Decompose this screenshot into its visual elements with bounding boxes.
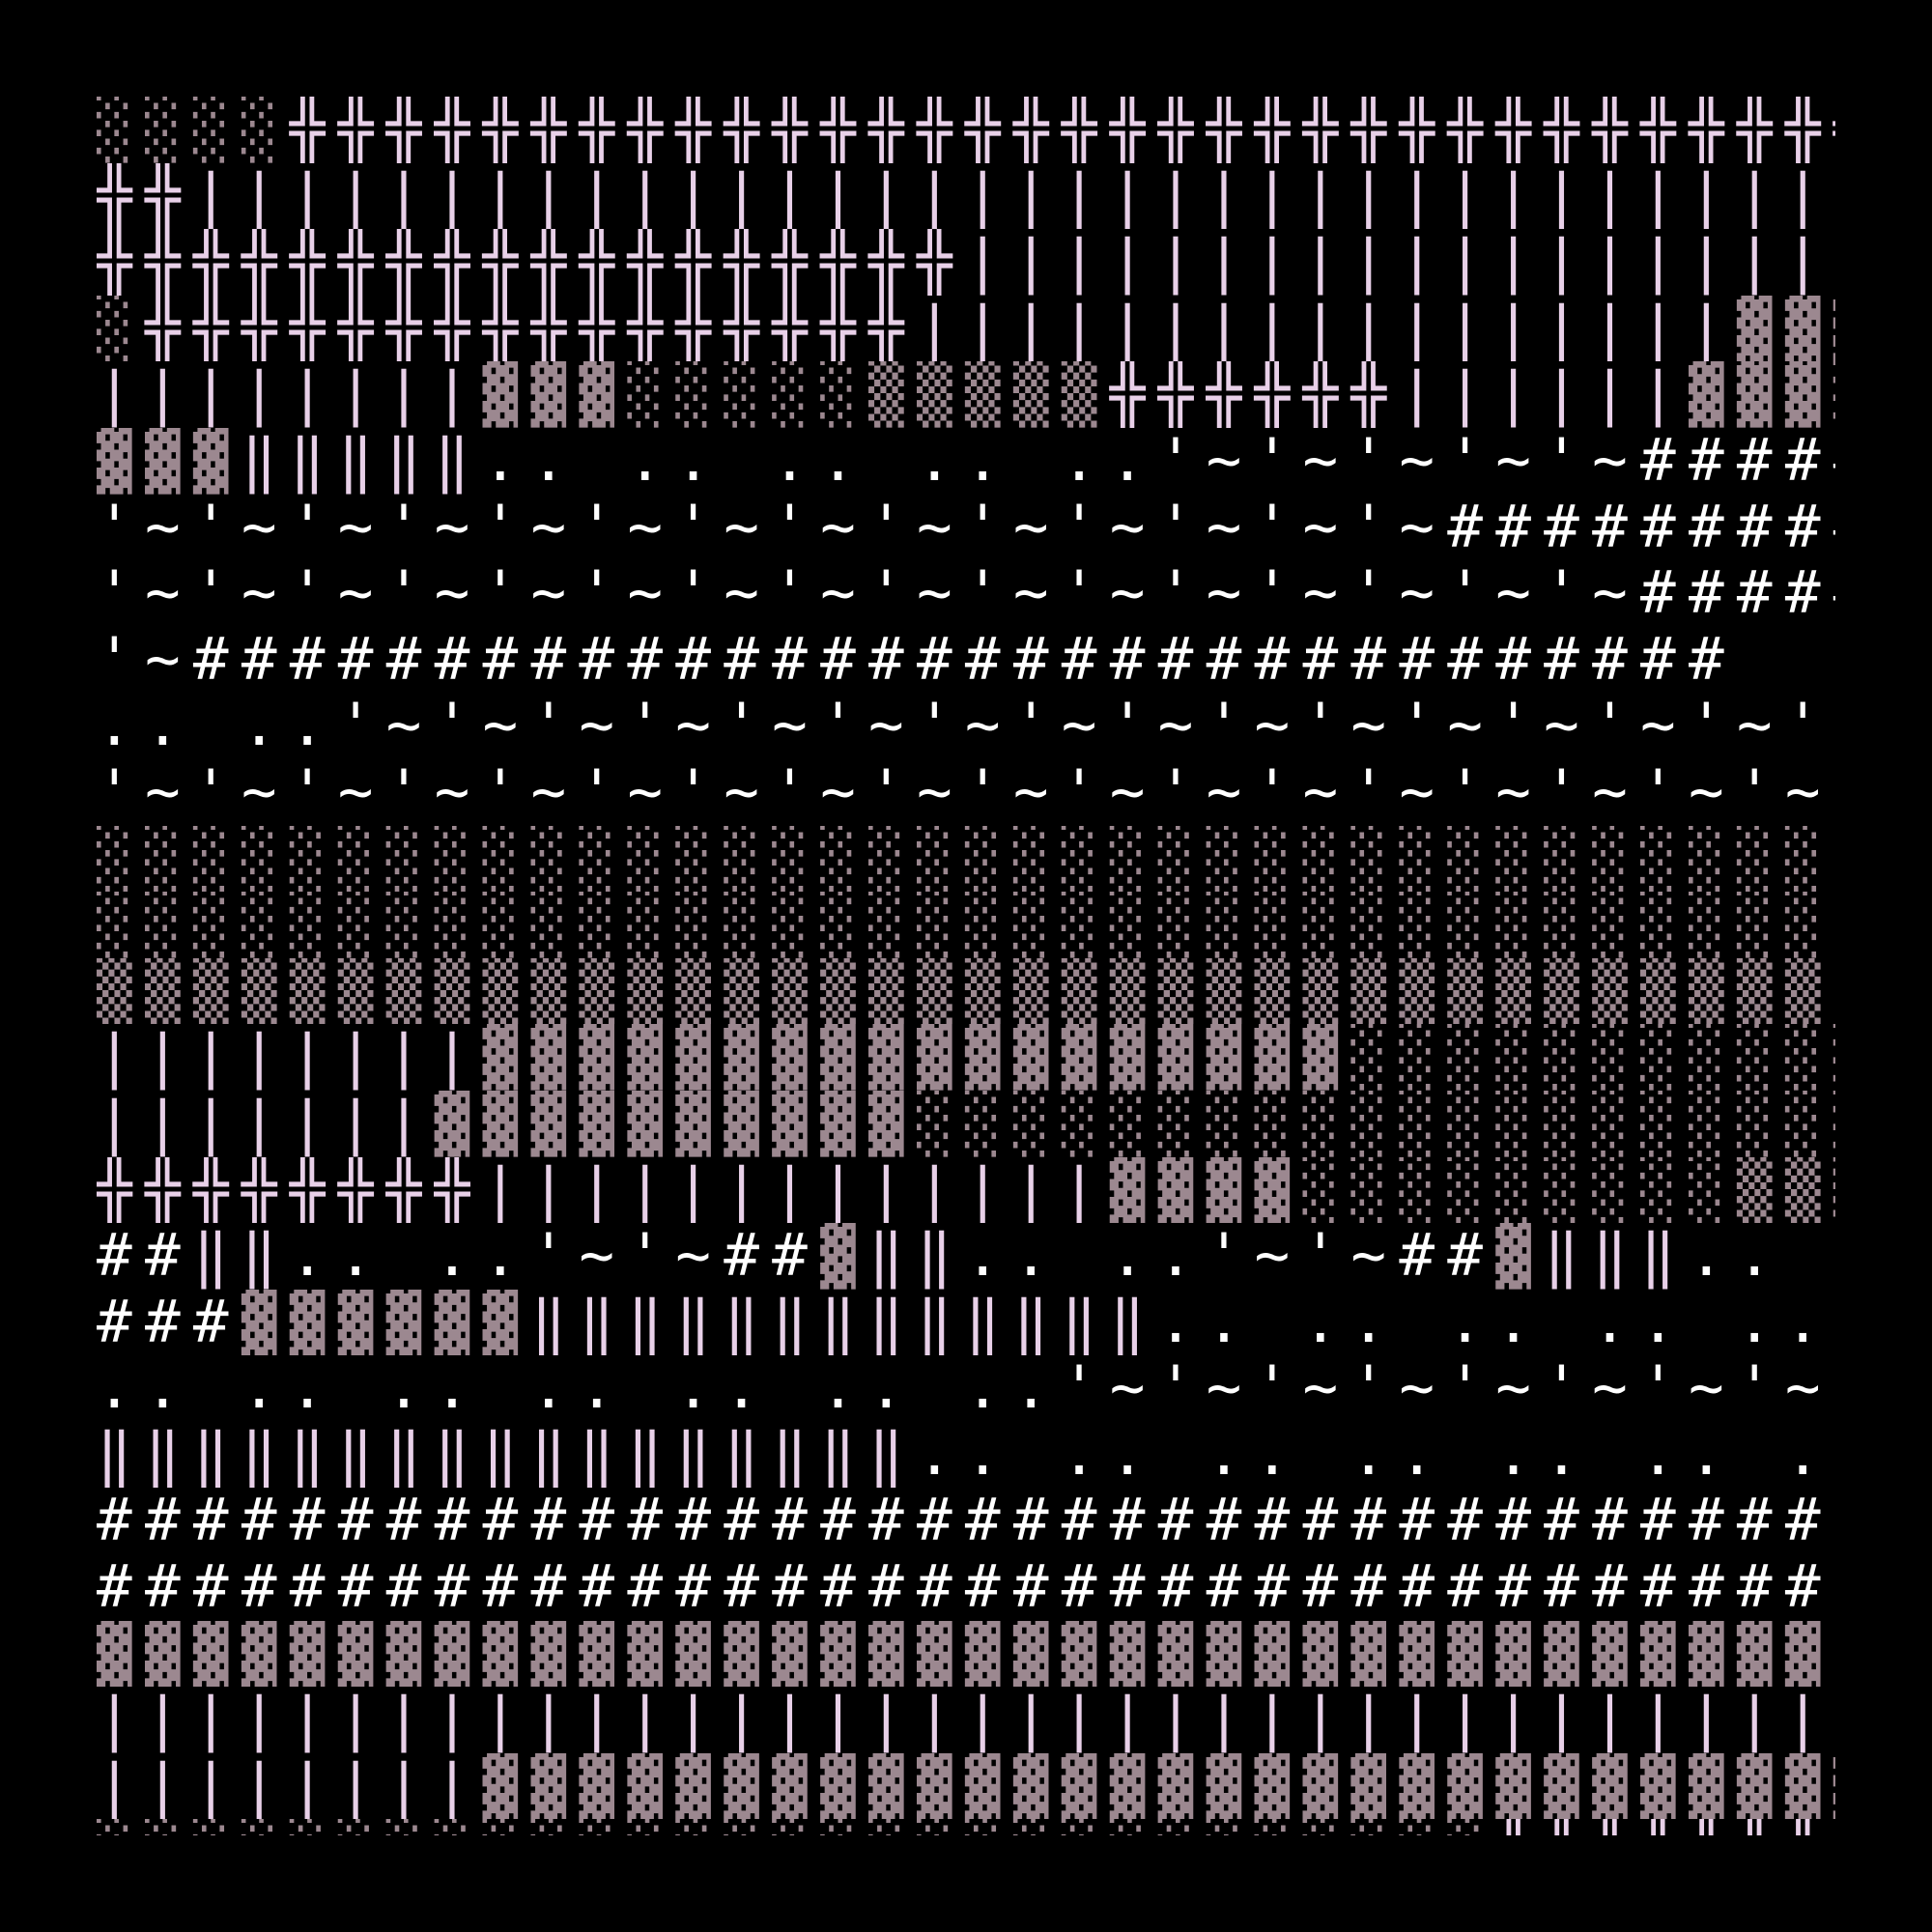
art-row: .. ..'~'~'~'~'~'~'~'~'~'~'~'~'~'~'~'~'~'… xyxy=(97,693,1835,759)
art-row: #################################### xyxy=(97,1554,1833,1621)
art-row: ░░░░░░░░░░░░░░░░░░░░░░░░░░░░░░░░░░░░ xyxy=(97,825,1833,893)
art-row: ||||||||▓▓▓▓▓▓▓▓▓▓▓▓▓▓▓▓▓▓▓▓▓▓▓▓▓▓▓▓▓▓ xyxy=(97,1752,1835,1820)
art-row: ╬╬╬╬╬╬╬╬╬╬╬╬╬╬╬╬╬╬||||||||||||||||||| xyxy=(97,229,1835,296)
art-row: ▒▒▒▒▒▒▒▒▒▒▒▒▒▒▒▒▒▒▒▒▒▒▒▒▒▒▒▒▒▒▒▒▒▒▒▒ xyxy=(97,957,1833,1025)
art-row: ||||||||▓▓▓▓▓▓▓▓▓▓▓▓▓▓▓▓▓▓░░░░░░░░░░░░ xyxy=(97,1024,1835,1091)
art-row: ##‖‖.. ..'~'~##▓‖‖.. ..'~'~##▓‖‖‖.. ..'~… xyxy=(97,1223,1835,1290)
art-row: |||||||▓▓▓▓▓▓▓▓▓▓░░░░░░░░░░░░░░░░░░░░ xyxy=(97,1090,1835,1157)
art-row: #################################### xyxy=(97,1488,1833,1555)
art-row: ||||||||||||||||||||||||||||||||||||||||… xyxy=(97,1687,1835,1753)
art-row: '~################################ xyxy=(97,626,1737,694)
art-row: ‖‖‖‖‖‖‖‖‖‖‖‖‖‖‖‖‖.. .. .. .. .. .. .. ..… xyxy=(97,1421,1835,1489)
ascii-art-block: ░░░░╬╬╬╬╬╬╬╬╬╬╬╬╬╬╬╬╬╬╬╬╬╬╬╬╬╬╬╬╬╬╬╬╬╬╬|… xyxy=(97,97,1835,1835)
art-row: ╬╬||||||||||||||||||||||||||||||||||| xyxy=(97,162,1835,230)
art-row: ###▓▓▓▓▓▓‖‖‖‖‖‖‖‖‖‖‖‖‖.. .. .. .. .. .. … xyxy=(97,1289,1833,1356)
art-row: ░░░░╬╬╬╬╬╬╬╬╬╬╬╬╬╬╬╬╬╬╬╬╬╬╬╬╬╬╬╬╬╬╬╬╬ xyxy=(97,97,1835,163)
art-row: ╬╬╬╬╬╬╬╬|||||||||||||▓▓▓▓░░░░░░░░░▒▒▒▒▒▒… xyxy=(97,1156,1835,1224)
art-row: ||||||||▓▓▓░░░░░▒▒▒▒▒╬╬╬╬╬╬||||||▓▓▓░░░░ xyxy=(97,361,1835,428)
art-row: '~'~'~'~'~'~'~'~'~'~'~'~'~'~############… xyxy=(97,494,1835,561)
art-row: ░╬╬╬╬╬╬╬╬╬╬╬╬╬╬╬╬|||||||||||||||||▓▓▓ xyxy=(97,295,1835,362)
art-row: '~'~'~'~'~'~'~'~'~'~'~'~'~'~'~'~'~'~'~'~… xyxy=(97,758,1835,826)
art-row: '~'~'~'~'~'~'~'~'~'~'~'~'~'~'~'~########… xyxy=(97,560,1835,627)
art-row: ▓▓▓▓▓▓▓▓▓▓▓▓▓▓▓▓▓▓▓▓▓▓▓▓▓▓▓▓▓▓▓▓▓▓▓▓ xyxy=(97,1620,1833,1688)
art-row: ░░░░░░░░░░░░░░░░░░░░░░░░░░░░░░░░░░░░ xyxy=(97,892,1833,958)
art-row: ░░░░░░░░░░░░░░░░░░░░░░░░░░░░░╩╩╩╩╩╩╩ xyxy=(97,1819,1835,1835)
art-row: ▓▓▓‖‖‖‖‖.. .. .. .. ..'~'~'~'~'~#####▓▓▓… xyxy=(97,427,1835,495)
art-row: .. .. .. .. .. .. ..'~'~'~'~'~'~'~'~'~'~… xyxy=(97,1355,1835,1422)
